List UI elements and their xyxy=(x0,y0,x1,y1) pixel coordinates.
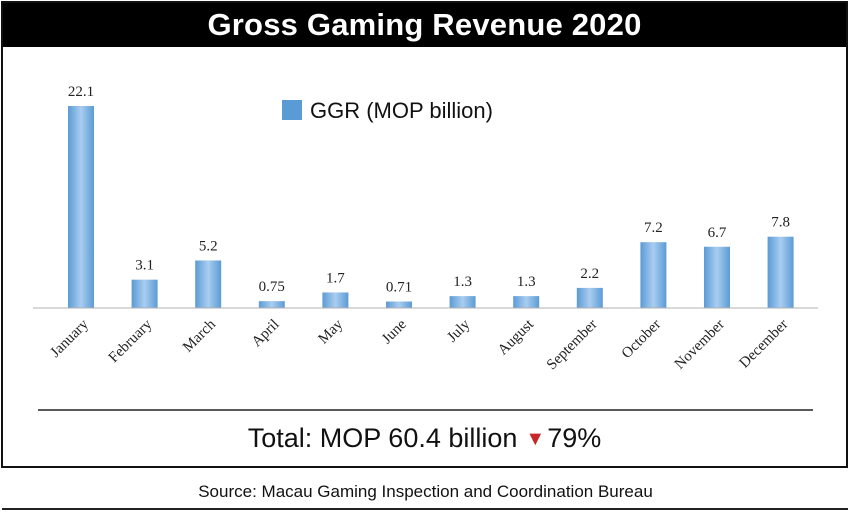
down-arrow-icon: ▼ xyxy=(525,428,546,450)
data-label-december: 7.8 xyxy=(771,215,790,231)
legend-label: GGR (MOP billion) xyxy=(310,98,493,123)
legend-swatch xyxy=(282,100,302,120)
bar-december xyxy=(767,236,794,308)
source-note: Source: Macau Gaming Inspection and Coor… xyxy=(198,482,653,501)
bar-march xyxy=(195,260,222,308)
x-tick-june: June xyxy=(379,316,410,347)
total-text: Total: MOP 60.4 billion xyxy=(247,423,518,453)
x-tick-july: July xyxy=(444,316,473,345)
data-label-april: 0.75 xyxy=(259,279,285,295)
x-tick-november: November xyxy=(672,317,728,373)
bar-may xyxy=(322,292,349,308)
bar-january xyxy=(68,106,94,308)
chart-plot: 22.1 January 3.1 February 5.2 March 0.75 April 1… xyxy=(33,84,818,411)
data-label-july: 1.3 xyxy=(453,274,472,290)
data-label-september: 2.2 xyxy=(580,266,599,282)
x-tick-september: September xyxy=(544,317,601,374)
bar-august xyxy=(513,296,540,308)
data-label-october: 7.2 xyxy=(644,220,663,236)
bar-september xyxy=(576,287,603,308)
bottom-divider xyxy=(2,508,848,510)
chart-title: Gross Gaming Revenue 2020 xyxy=(3,3,846,47)
x-tick-april: April xyxy=(249,317,283,351)
data-label-january: 22.1 xyxy=(68,84,94,100)
data-label-february: 3.1 xyxy=(135,258,154,274)
x-tick-december: December xyxy=(737,317,792,372)
x-tick-february: February xyxy=(106,316,156,366)
data-label-may: 1.7 xyxy=(326,270,345,286)
x-tick-august: August xyxy=(495,316,538,359)
total-summary: Total: MOP 60.4 billion ▼79% xyxy=(3,423,846,454)
bar-april xyxy=(258,301,285,308)
data-label-august: 1.3 xyxy=(517,274,536,290)
bar-june xyxy=(386,301,412,308)
total-change: 79% xyxy=(547,423,602,453)
bar-february xyxy=(131,279,158,308)
x-tick-october: October xyxy=(619,317,664,362)
data-label-march: 5.2 xyxy=(199,238,218,254)
x-tick-may: May xyxy=(315,316,346,347)
chart-frame: Gross Gaming Revenue 2020 22.1 January 3.1… xyxy=(1,1,848,468)
data-label-november: 6.7 xyxy=(708,225,727,241)
bar-october xyxy=(640,242,667,308)
data-label-june: 0.71 xyxy=(386,280,412,296)
bar-july xyxy=(449,296,476,308)
bar-november xyxy=(704,246,730,308)
x-tick-january: January xyxy=(48,316,93,361)
x-tick-march: March xyxy=(180,316,219,355)
